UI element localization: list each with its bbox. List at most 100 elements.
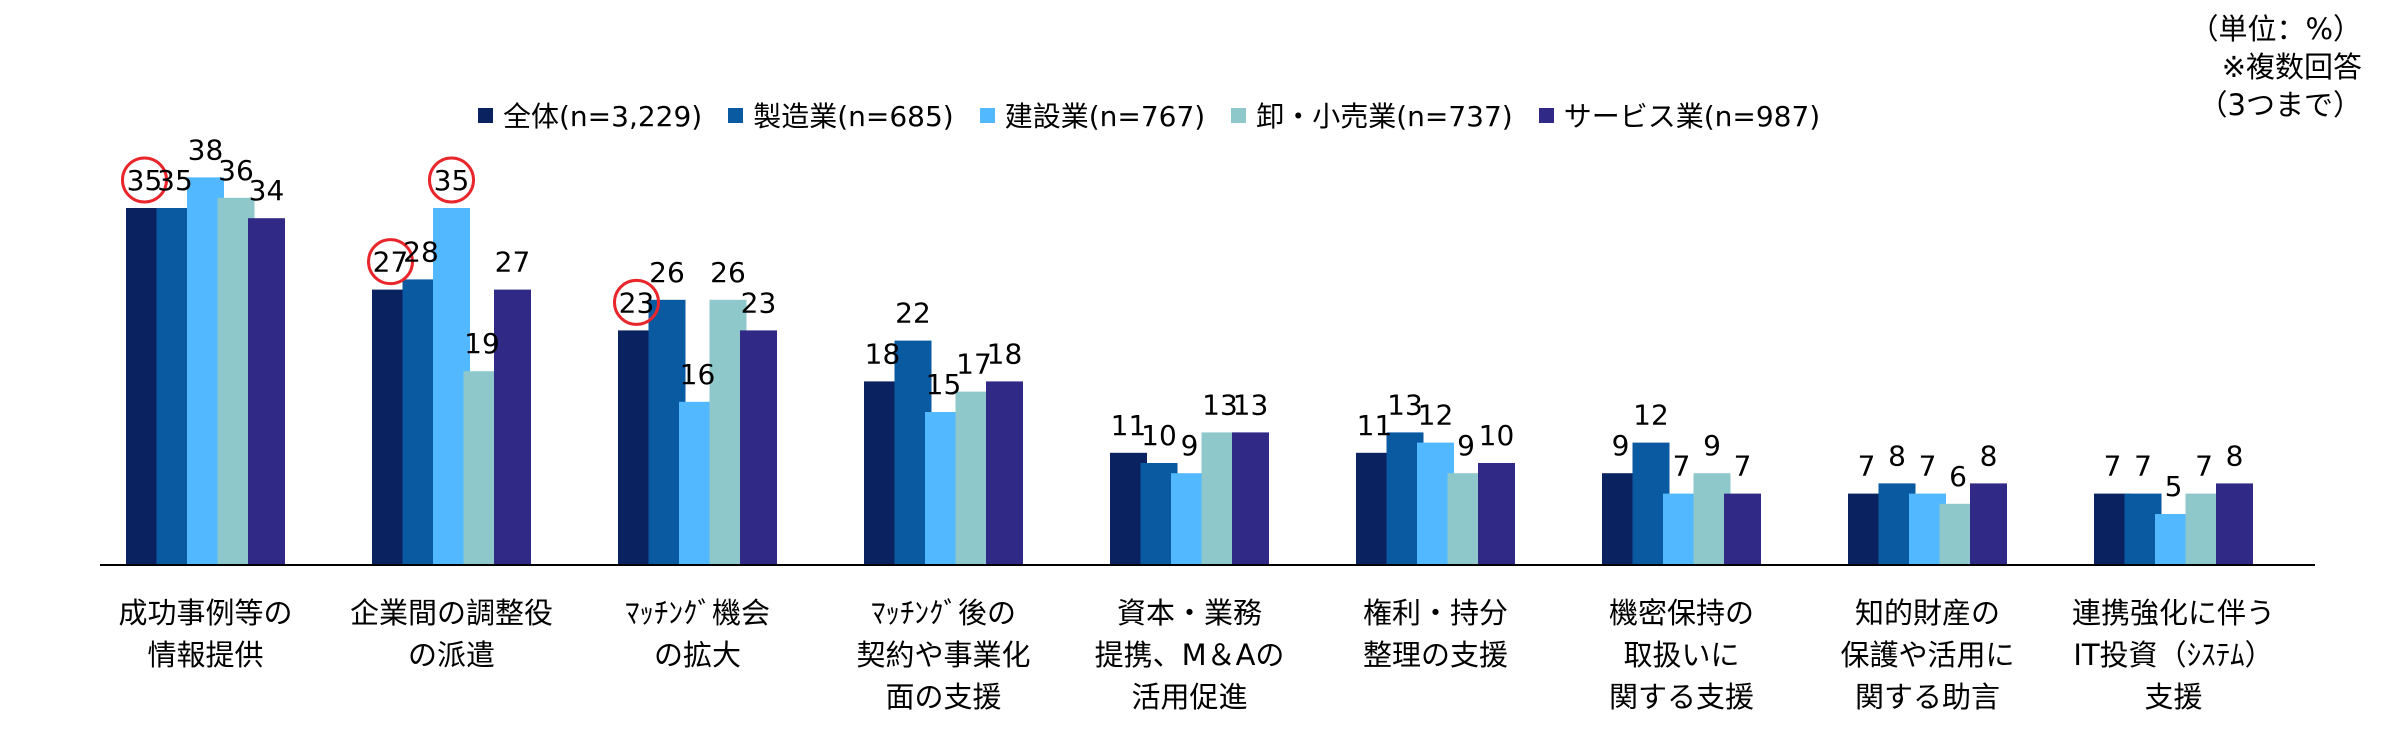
data-label: 13 [1233, 388, 1269, 421]
legend-item: 製造業(n=685) [728, 95, 954, 135]
data-label: 6 [1949, 460, 1967, 493]
data-label: 17 [956, 348, 992, 381]
category-label-line: 関する支援 [1608, 680, 1754, 714]
bar [1478, 463, 1515, 565]
legend-label: サービス業(n=987) [1563, 100, 1821, 133]
bar [494, 289, 531, 565]
bar [2216, 483, 2253, 565]
unit-note-line: （単位：%） [2189, 12, 2362, 46]
highlight-circle [613, 278, 660, 326]
category-label-line: 機密保持の [1608, 596, 1754, 630]
highlight-circle [121, 156, 168, 204]
legend-label: 卸・小売業(n=737) [1256, 100, 1513, 133]
bar [986, 381, 1023, 565]
category-label-line: 面の支援 [885, 680, 1002, 714]
category-label: 資本・業務 提携、M＆Aの 活用促進 [1075, 592, 1305, 718]
data-label: 26 [649, 256, 685, 289]
category-label: 知的財産の保護や活用に 関する助言 [1813, 592, 2043, 718]
category-label-line: 企業間の調整役 [349, 596, 553, 630]
data-label: 35 [127, 164, 163, 197]
highlight-circle [367, 238, 414, 286]
data-label: 7 [1734, 450, 1752, 483]
data-label: 8 [1980, 439, 1998, 472]
category-label-line: 連携強化に伴う [2071, 596, 2275, 630]
data-label: 7 [1919, 450, 1937, 483]
data-label: 12 [1418, 399, 1454, 432]
bar [740, 330, 777, 565]
data-label: 13 [1387, 388, 1423, 421]
category-label-line: 整理の支援 [1362, 638, 1508, 672]
legend-swatch [728, 107, 744, 123]
legend-label: 製造業(n=685) [753, 100, 954, 133]
data-label: 7 [2134, 450, 2152, 483]
bar [1724, 493, 1761, 565]
data-label: 5 [2165, 470, 2183, 503]
data-label: 23 [619, 286, 655, 319]
category-label: 企業間の調整役 の派遣 [337, 592, 567, 676]
category-label-line: ﾏｯﾁﾝｸﾞ機会 [624, 596, 770, 630]
data-label: 12 [1633, 399, 1669, 432]
category-label-line: 関する助言 [1854, 680, 2000, 714]
legend-item: 全体(n=3,229) [478, 95, 702, 135]
data-label: 10 [1141, 419, 1177, 452]
highlight-circle [428, 156, 475, 204]
category-label-line: の拡大 [653, 638, 741, 672]
legend-item: 建設業(n=767) [979, 95, 1205, 135]
data-label: 22 [895, 297, 931, 330]
data-label: 9 [1181, 429, 1199, 462]
bar [1232, 432, 1269, 565]
category-label: 成功事例等の 情報提供 [91, 592, 321, 676]
data-label: 9 [1457, 429, 1475, 462]
legend: 全体(n=3,229) 製造業(n=685) 建設業(n=767) 卸・小売業(n=7… [478, 95, 1846, 135]
unit-note: （単位：%） ※複数回答 （3つまで） [2189, 10, 2362, 124]
data-label: 7 [2195, 450, 2213, 483]
data-label: 9 [1612, 429, 1630, 462]
bar [248, 218, 285, 565]
category-label-line: 知的財産の [1854, 596, 2000, 630]
category-label-line: IT投資（ｼｽﾃﾑ） [2073, 638, 2274, 672]
category-label-line: ﾏｯﾁﾝｸﾞ後の [870, 596, 1016, 630]
legend-item: 卸・小売業(n=737) [1231, 95, 1513, 135]
data-label: 27 [373, 246, 409, 279]
data-label: 18 [865, 337, 901, 370]
data-label: 7 [1673, 450, 1691, 483]
data-label: 19 [464, 327, 500, 360]
bar [1970, 483, 2007, 565]
category-label: ﾏｯﾁﾝｸﾞ機会 の拡大 [583, 592, 813, 676]
data-label: 35 [157, 164, 193, 197]
category-label-line: の派遣 [407, 638, 495, 672]
data-label: 34 [249, 174, 285, 207]
legend-label: 全体(n=3,229) [503, 100, 703, 133]
category-label-line: 支援 [2144, 680, 2203, 714]
category-label-line: 取扱いに [1623, 638, 1740, 672]
category-label: ﾏｯﾁﾝｸﾞ後の 契約や事業化 面の支援 [829, 592, 1059, 718]
data-label: 28 [403, 235, 439, 268]
category-label-line: 成功事例等の [118, 596, 293, 630]
category-label-line: 提携、M＆Aの [1094, 638, 1285, 672]
data-label: 38 [188, 133, 224, 166]
legend-swatch [478, 107, 493, 123]
legend-swatch [979, 107, 995, 123]
category-label-line: 情報提供 [147, 638, 264, 672]
data-label: 7 [1858, 450, 1876, 483]
data-label: 7 [2104, 450, 2122, 483]
data-label: 8 [1888, 439, 1906, 472]
category-label-line: 保護や活用に [1840, 638, 2015, 672]
unit-note-line: （3つまで） [2198, 88, 2362, 122]
category-label: 機密保持の取扱いに関する支援 [1567, 592, 1797, 718]
legend-item: サービス業(n=987) [1538, 95, 1821, 135]
category-label: 権利・持分整理の支援 [1321, 592, 1551, 676]
data-label: 11 [1357, 409, 1393, 442]
data-label: 26 [710, 256, 746, 289]
category-label-line: 権利・持分 [1362, 596, 1508, 630]
data-label: 36 [218, 154, 254, 187]
data-label: 11 [1111, 409, 1147, 442]
legend-swatch [1231, 107, 1247, 123]
unit-note-line: ※複数回答 [2221, 50, 2362, 84]
category-label-line: 資本・業務 [1116, 596, 1262, 630]
data-label: 35 [434, 164, 470, 197]
category-label: 連携強化に伴う IT投資（ｼｽﾃﾑ） 支援 [2059, 592, 2289, 718]
data-label: 18 [987, 337, 1023, 370]
data-label: 9 [1703, 429, 1721, 462]
